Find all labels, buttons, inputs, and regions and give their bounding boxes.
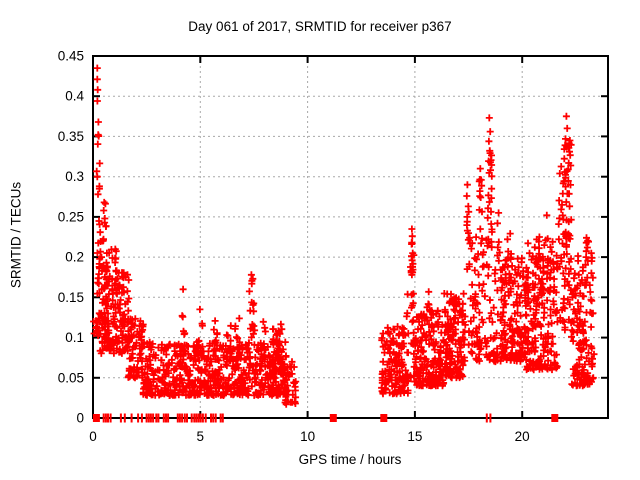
y-tick-labels: 0 0.05 0.1 0.15 0.2 0.25 0.3 0.35 0.4 0.45 <box>58 49 85 426</box>
svg-text:0: 0 <box>89 429 97 444</box>
chart-title: Day 061 of 2017, SRMTID for receiver p36… <box>188 19 452 34</box>
svg-text:0: 0 <box>76 411 84 426</box>
x-axis-label: GPS time / hours <box>298 452 402 467</box>
svg-text:0.3: 0.3 <box>65 169 84 184</box>
svg-text:10: 10 <box>300 429 315 444</box>
zero-line-marks <box>92 413 559 423</box>
scatter-points <box>90 64 598 408</box>
svg-text:0.05: 0.05 <box>58 370 84 385</box>
svg-text:0.4: 0.4 <box>65 89 84 104</box>
svg-text:0.25: 0.25 <box>58 209 84 224</box>
y-axis-label: SRMTID / TECUs <box>8 181 24 289</box>
svg-text:0.45: 0.45 <box>58 49 84 64</box>
svg-text:15: 15 <box>407 429 422 444</box>
svg-text:0.35: 0.35 <box>58 129 84 144</box>
svg-text:0.2: 0.2 <box>65 250 84 265</box>
svg-text:0.1: 0.1 <box>65 330 84 345</box>
svg-text:5: 5 <box>197 429 205 444</box>
svg-text:0.15: 0.15 <box>58 290 84 305</box>
x-tick-labels: 0 5 10 15 20 <box>89 429 529 444</box>
svg-text:20: 20 <box>515 429 530 444</box>
